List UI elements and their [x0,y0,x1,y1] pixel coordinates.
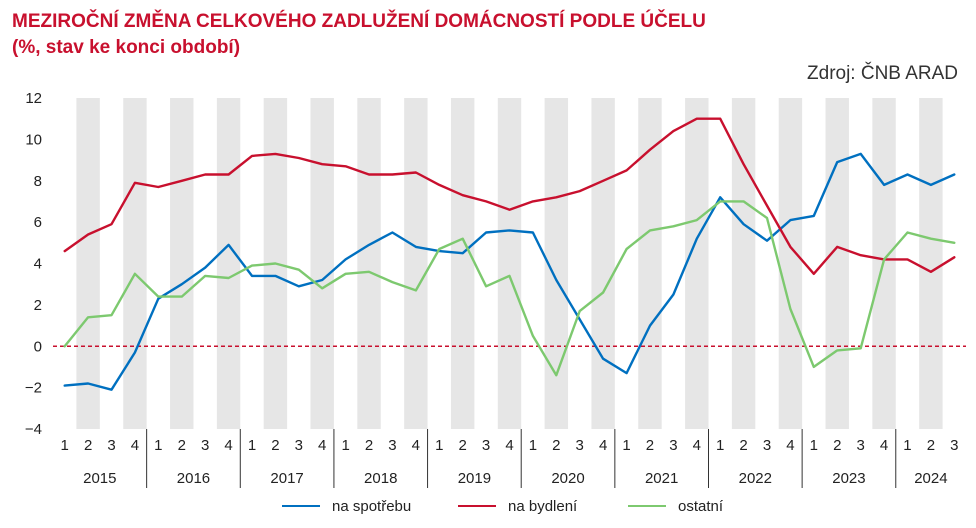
y-tick-label: 10 [25,131,42,148]
chart-subtitle: (%, stav ke konci období) [12,37,241,58]
quarter-band [919,98,943,429]
x-tick-label: 2 [927,437,935,454]
x-tick-label: 4 [786,437,794,454]
year-label: 2020 [551,470,584,487]
series-line-0 [63,152,956,391]
x-tick-label: 2 [178,437,186,454]
y-tick-label: 6 [34,214,42,231]
x-tick-label: 4 [318,437,326,454]
year-label: 2023 [832,470,865,487]
legend-swatch-spotreba [282,504,320,508]
year-label: 2018 [364,470,397,487]
x-tick-label: 3 [482,437,490,454]
quarter-band [216,98,241,429]
x-tick-label: 1 [810,437,818,454]
y-tick-label: 0 [34,338,42,355]
quarter-band [778,98,803,429]
x-tick-label: 1 [716,437,724,454]
quarter-band [357,98,381,429]
y-axis: −4 −2 0 2 4 6 8 10 12 [25,90,42,438]
year-label: 2021 [645,470,678,487]
quarter-band [76,98,100,429]
x-tick-label: 3 [107,437,115,454]
x-tick-label: 1 [435,437,443,454]
legend-label-bydleni: na bydlení [508,497,578,515]
x-tick-label: 1 [529,437,537,454]
legend: na spotřebu na bydlení ostatní [0,493,976,519]
x-tick-label: 4 [880,437,888,454]
year-label: 2017 [270,470,303,487]
chart-title: MEZIROČNÍ ZMĚNA CELKOVÉHO ZADLUŽENÍ DOMÁ… [12,11,706,32]
x-tick-label: 2 [646,437,654,454]
y-tick-label: 2 [34,297,42,314]
x-tick-label: 1 [248,437,256,454]
quarter-band [685,98,709,429]
x-tick-label: 2 [739,437,747,454]
legend-item-ostatni: ostatní [628,493,723,519]
year-label: 2022 [739,470,772,487]
quarter-band [170,98,194,429]
legend-swatch-bydleni [458,504,496,508]
series-line-1 [63,117,956,275]
quarter-band [310,98,334,429]
x-tick-label: 4 [599,437,607,454]
y-tick-label: −4 [25,421,42,438]
x-tick-label: 3 [576,437,584,454]
x-tick-label: 3 [856,437,864,454]
y-tick-label: 12 [25,90,42,107]
quarter-band [450,98,475,429]
x-tick-label: 4 [131,437,139,454]
legend-item-spotreba: na spotřebu [282,493,411,519]
y-tick-label: 8 [34,173,42,190]
quarter-bands [76,98,943,429]
year-label: 2019 [458,470,491,487]
source-note: Zdroj: ČNB ARAD [807,63,958,84]
x-tick-label: 3 [763,437,771,454]
x-tick-label: 1 [61,437,69,454]
x-tick-label: 2 [833,437,841,454]
x-tick-label: 2 [84,437,92,454]
quarter-band [638,98,662,429]
x-tick-label: 1 [622,437,630,454]
x-tick-label: 2 [365,437,373,454]
y-tick-label: −2 [25,380,42,397]
x-tick-label: 4 [693,437,701,454]
quarter-band [123,98,147,429]
x-tick-label: 1 [903,437,911,454]
x-tick-label: 2 [552,437,560,454]
legend-label-spotreba: na spotřebu [332,497,412,515]
x-tick-label: 1 [154,437,162,454]
year-label: 2016 [177,470,210,487]
x-tick-label: 3 [950,437,958,454]
x-tick-label: 2 [459,437,467,454]
quarter-band [591,98,615,429]
x-tick-label: 3 [388,437,396,454]
x-tick-label: 4 [412,437,420,454]
legend-swatch-ostatni [628,504,666,508]
x-tick-label: 4 [224,437,232,454]
x-tick-label: 3 [295,437,303,454]
x-tick-label: 3 [201,437,209,454]
quarter-band [825,98,849,429]
x-tick-label: 4 [505,437,513,454]
x-tick-label: 3 [669,437,677,454]
x-axis: 1 2 3 4 1 2 3 4 1 2 3 4 1 2 3 4 1 2 3 4 1 2 3 4 1 2 3 4 1 2 3 4 1 2 3 4 1 2 32… [61,429,958,488]
series-line-2 [63,200,956,377]
x-tick-label: 2 [271,437,279,454]
y-tick-label: 4 [34,256,42,273]
quarter-band [497,98,522,429]
x-tick-label: 1 [341,437,349,454]
year-label: 2015 [83,470,116,487]
legend-label-ostatni: ostatní [678,497,724,515]
year-label: 2024 [914,470,947,487]
series-lines [63,117,956,391]
legend-item-bydleni: na bydlení [458,493,577,519]
quarter-band [404,98,428,429]
